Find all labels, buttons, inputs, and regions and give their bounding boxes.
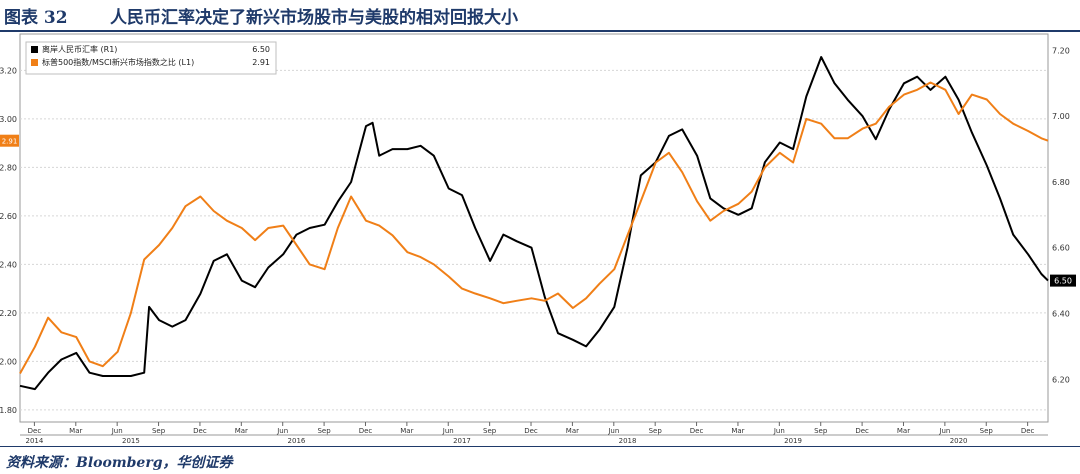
source-divider [0, 446, 1080, 447]
figure-title-bar: 图表 32 人民币汇率决定了新兴市场股市与美股的相对回报大小 [0, 0, 1080, 32]
x-tick-label: Dec [1021, 427, 1035, 435]
x-tick-label: Mar [731, 427, 744, 435]
x-tick-label: Sep [317, 427, 331, 435]
last-value-badges: 6.50 2.91 [0, 134, 1076, 287]
x-tick-label: Sep [649, 427, 663, 435]
legend-value: 6.50 [252, 45, 270, 54]
source-note: 资料来源：Bloomberg，华创证券 [6, 455, 233, 471]
legend-swatch [31, 59, 38, 66]
x-tick-label: Sep [814, 427, 828, 435]
right-axis: 6.20 6.40 6.60 6.80 7.00 7.20 [1052, 46, 1070, 384]
plot-frame [19, 33, 1049, 423]
left-value-badge-text: 2.91 [2, 138, 18, 146]
left-tick-label: 2.20 [0, 309, 17, 318]
x-tick-label: Sep [152, 427, 166, 435]
legend-box [25, 41, 277, 75]
year-label: 2018 [619, 437, 637, 445]
x-tick-label: Dec [524, 427, 538, 435]
legend-label: 标普500指数/MSCI新兴市场指数之比 (L1) [42, 57, 194, 67]
figure-title: 人民币汇率决定了新兴市场股市与美股的相对回报大小 [110, 8, 518, 28]
left-tick-label: 1.80 [0, 406, 17, 415]
x-tick-label: Dec [359, 427, 373, 435]
x-tick-label: Jun [607, 427, 619, 435]
x-tick-label: Mar [69, 427, 82, 435]
figure-label: 图表 32 [4, 8, 68, 28]
x-tick-label: Jun [773, 427, 785, 435]
left-tick-label: 3.00 [0, 115, 17, 124]
right-value-badge-text: 6.50 [1054, 277, 1072, 286]
right-tick-label: 7.20 [1052, 46, 1070, 55]
left-value-badge [0, 134, 19, 147]
year-label: 2019 [784, 437, 802, 445]
x-tick-label: Jun [938, 427, 950, 435]
right-tick-label: 6.40 [1052, 309, 1070, 318]
line-chart: 1.80 2.00 2.20 2.40 2.60 2.80 3.00 3.20 6.20 6.4… [0, 33, 1076, 445]
right-tick-label: 7.00 [1052, 112, 1070, 121]
x-tick-label: Mar [566, 427, 579, 435]
left-tick-label: 2.60 [0, 212, 17, 221]
x-tick-label: Dec [690, 427, 704, 435]
year-label: 2020 [950, 437, 968, 445]
right-tick-label: 6.20 [1052, 375, 1070, 384]
x-tick-label: Mar [897, 427, 910, 435]
x-tick-label: Sep [483, 427, 497, 435]
x-tick-label: Dec [855, 427, 869, 435]
year-label: 2016 [288, 437, 306, 445]
legend: 离岸人民币汇率 (R1) 6.50 标普500指数/MSCI新兴市场指数之比 (L1… [25, 41, 277, 75]
x-tick-label: Jun [111, 427, 123, 435]
x-axis: Dec Mar Jun Sep Dec Mar Jun Sep Dec Mar Jun Sep Dec M… [20, 422, 1048, 445]
left-tick-label: 2.00 [0, 357, 17, 366]
year-label: 2015 [122, 437, 140, 445]
left-tick-label: 2.40 [0, 260, 17, 269]
legend-swatch [31, 46, 38, 53]
year-label: 2017 [453, 437, 471, 445]
right-tick-label: 6.80 [1052, 178, 1070, 187]
right-tick-label: 6.60 [1052, 244, 1070, 253]
legend-label: 离岸人民币汇率 (R1) [42, 44, 117, 54]
left-axis: 1.80 2.00 2.20 2.40 2.60 2.80 3.00 3.20 [0, 66, 17, 415]
legend-value: 2.91 [252, 58, 270, 67]
series-lines [19, 56, 1049, 391]
x-tick-label: Jun [276, 427, 288, 435]
year-label: 2014 [25, 437, 43, 445]
right-value-badge [1050, 274, 1076, 287]
x-tick-label: Mar [400, 427, 413, 435]
x-tick-label: Jun [442, 427, 454, 435]
left-tick-label: 3.20 [0, 66, 17, 75]
grid-lines [19, 33, 1049, 423]
series-line-2 [19, 81, 1049, 374]
series-line-1 [19, 56, 1049, 391]
left-tick-label: 2.80 [0, 163, 17, 172]
x-tick-label: Dec [28, 427, 42, 435]
x-tick-label: Sep [980, 427, 994, 435]
x-tick-label: Mar [235, 427, 248, 435]
x-tick-label: Dec [193, 427, 207, 435]
